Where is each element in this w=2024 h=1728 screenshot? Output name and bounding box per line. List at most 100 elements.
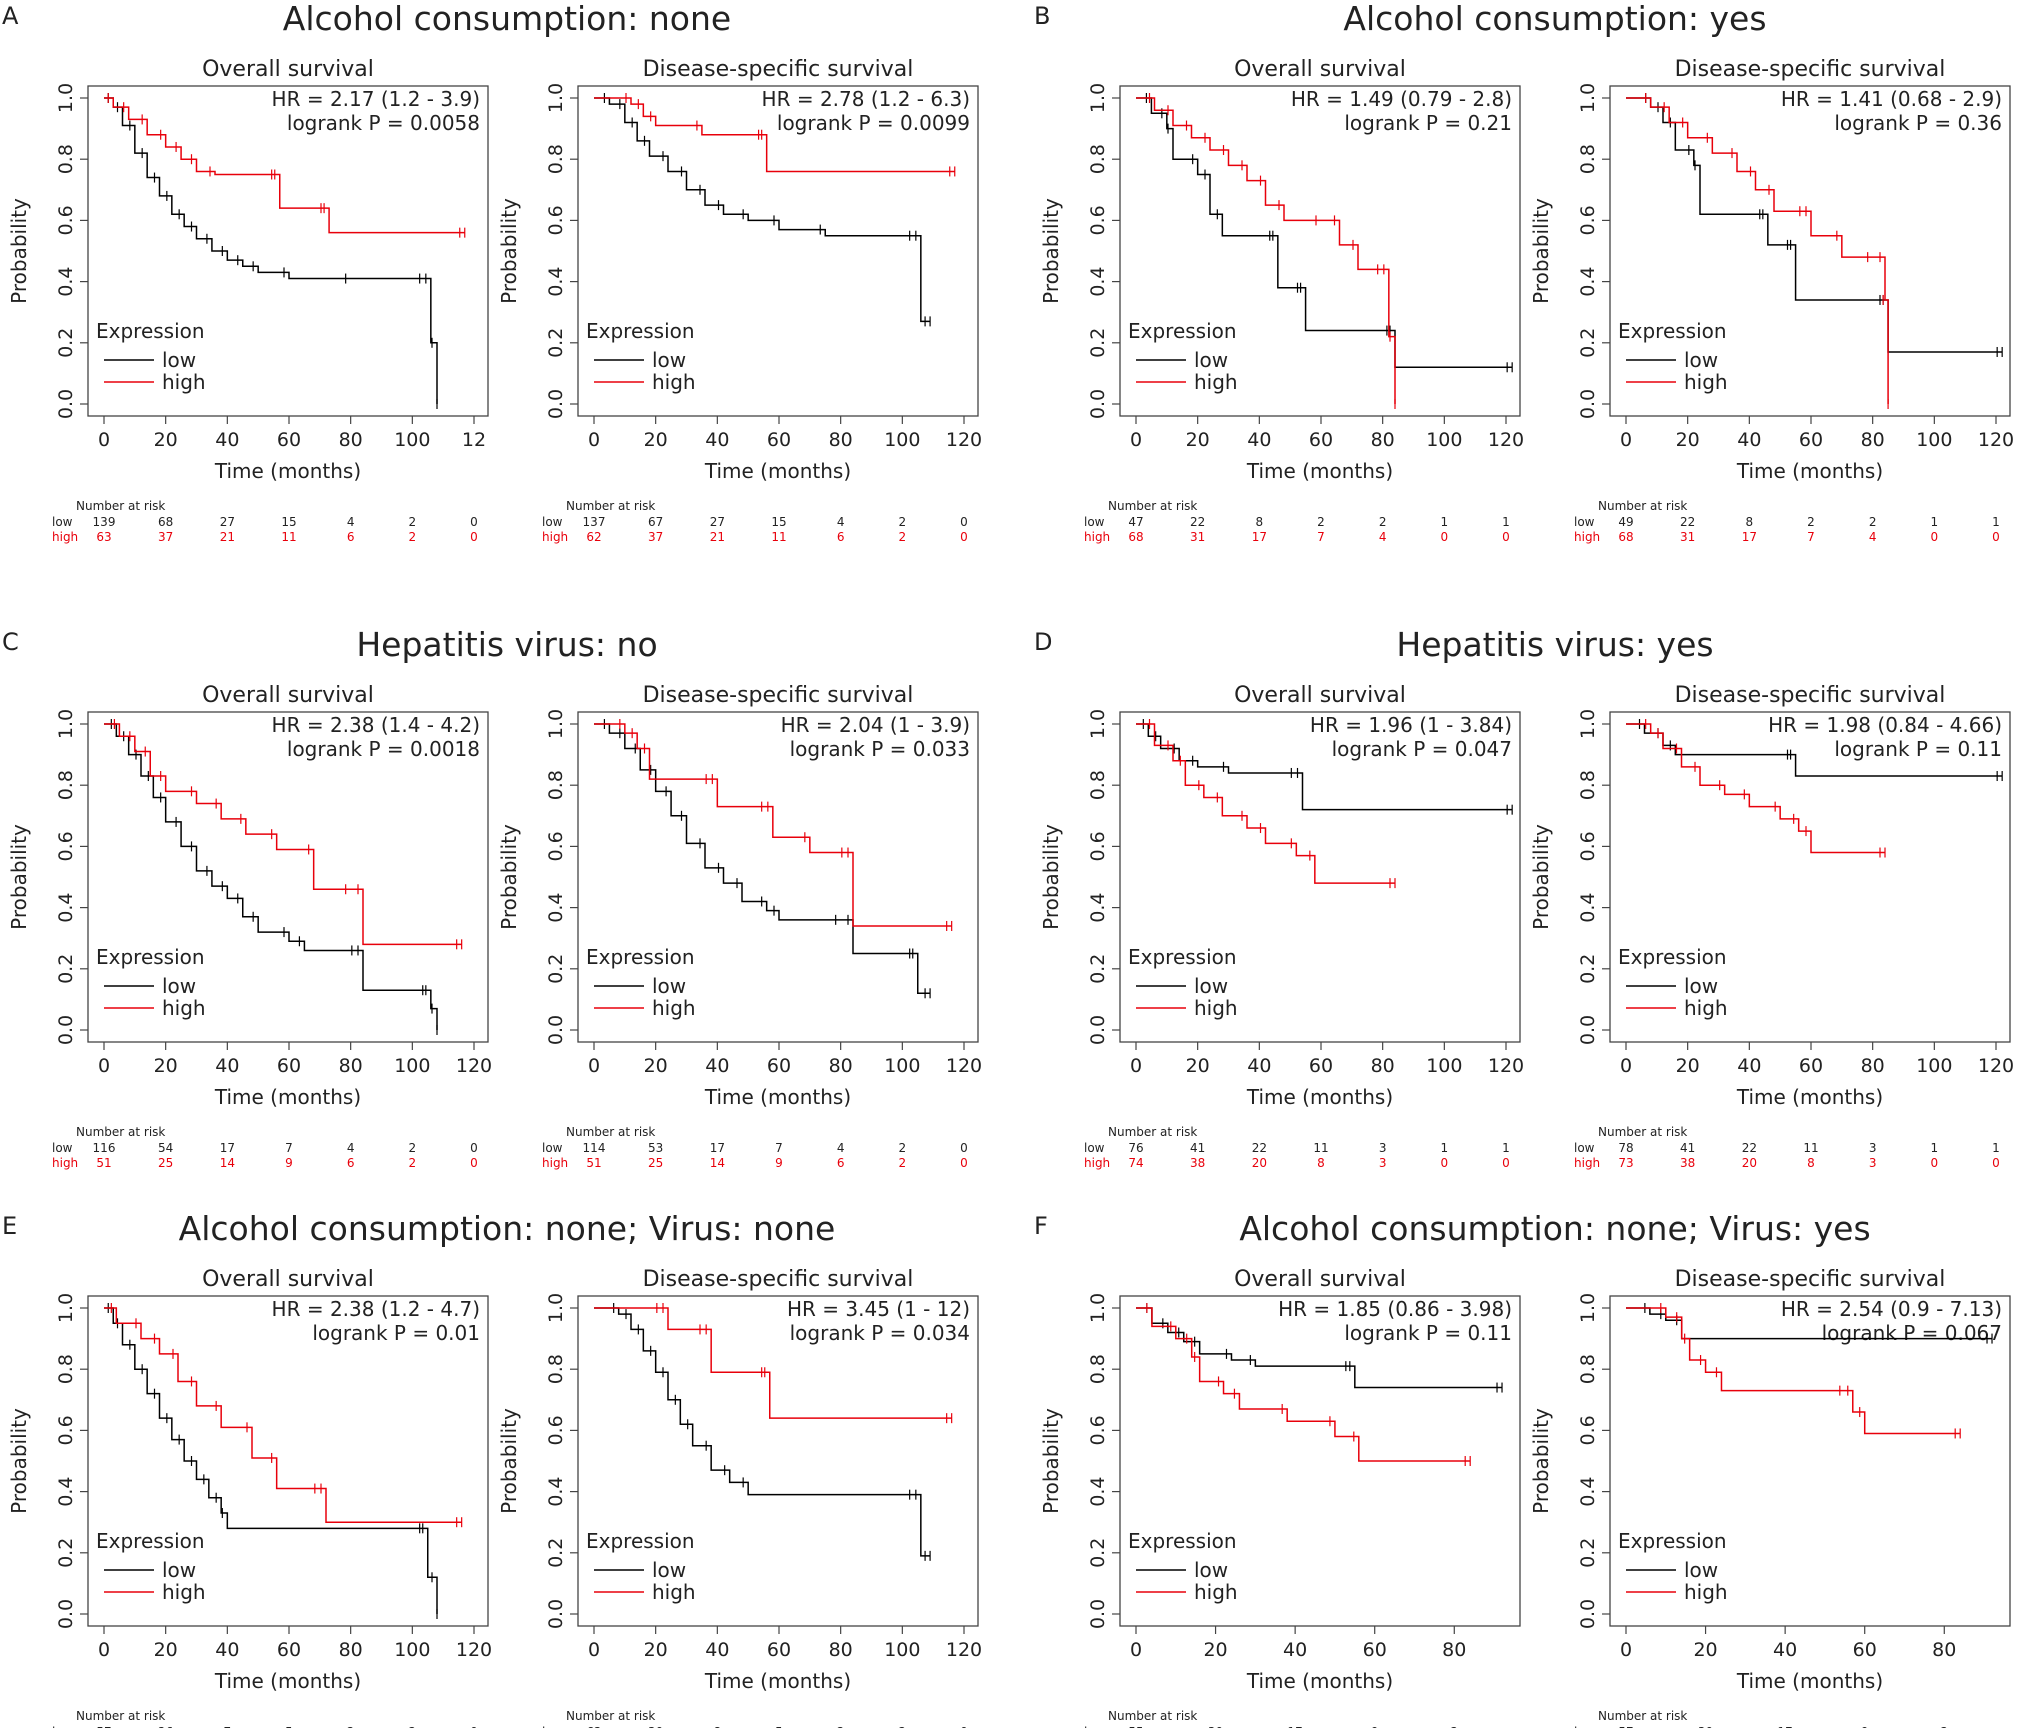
- x-tick-label: 20: [644, 429, 668, 451]
- risk-value-low: 53: [648, 1141, 663, 1155]
- plot-box: [87, 711, 489, 1043]
- plot-box: [577, 711, 979, 1043]
- risk-value-low: 2: [899, 1725, 907, 1728]
- x-tick-label: 120: [946, 1055, 982, 1077]
- y-tick-label: 0.2: [1577, 1538, 1599, 1568]
- curve-low: [1136, 97, 1513, 369]
- x-tick-label: 100: [1916, 429, 1952, 451]
- y-tick-label: 0.6: [545, 831, 567, 861]
- y-tick-label: 0.4: [1577, 892, 1599, 922]
- y-tick-label: 1.0: [1087, 83, 1109, 113]
- risk-value-high: 0: [1441, 530, 1449, 544]
- x-tick-label: 20: [1203, 1639, 1227, 1661]
- risk-value-low: 8: [1256, 515, 1264, 529]
- risk-value-high: 68: [1128, 530, 1143, 544]
- risk-value-low: 2: [1869, 515, 1877, 529]
- y-tick-label: 0.6: [1577, 831, 1599, 861]
- x-tick-label: 60: [767, 429, 791, 451]
- y-tick-label: 0.4: [545, 892, 567, 922]
- y-tick-label: 0.0: [545, 1015, 567, 1045]
- legend-label-high: high: [1194, 996, 1238, 1020]
- risk-value-high: 7: [1807, 530, 1815, 544]
- x-tick-label: 100: [394, 1639, 430, 1661]
- curve-high: [104, 97, 465, 234]
- curve-high: [1136, 97, 1396, 404]
- risk-value-low: 1: [1441, 1141, 1449, 1155]
- panel-b: B Alcohol consumption: yes Overall surviva…: [1034, 0, 2014, 544]
- y-axis-label: Probability: [7, 1408, 31, 1514]
- x-tick-label: 20: [1186, 1055, 1210, 1077]
- x-tick-label: 100: [884, 429, 920, 451]
- risk-value-low: 68: [158, 515, 173, 529]
- y-tick-label: 1.0: [545, 83, 567, 113]
- legend-label-high: high: [1684, 1580, 1728, 1604]
- legend-title: Expression: [1618, 1529, 1727, 1553]
- y-tick-label: 0.4: [55, 266, 77, 296]
- risk-value-high: 17: [1742, 530, 1757, 544]
- y-tick-label: 0.6: [1087, 831, 1109, 861]
- y-tick-label: 0.6: [545, 205, 567, 235]
- risk-value-low: 27: [220, 515, 235, 529]
- risk-value-high: 0: [960, 530, 968, 544]
- legend-title: Expression: [586, 1529, 695, 1553]
- risk-value-low: 1: [1931, 1141, 1939, 1155]
- risk-value-low: 2: [837, 1725, 845, 1728]
- x-axis-label: Time (months): [704, 1669, 851, 1693]
- risk-value-high: 8: [1807, 1156, 1815, 1170]
- curve-low: [1136, 723, 1513, 811]
- x-axis-label: Time (months): [1246, 1085, 1393, 1109]
- y-tick-label: 0.0: [1087, 1599, 1109, 1629]
- y-tick-label: 0.6: [55, 1415, 77, 1445]
- x-tick-label: 0: [588, 1639, 600, 1661]
- x-tick-label: 100: [884, 1639, 920, 1661]
- risk-value-low: 5: [775, 1725, 783, 1728]
- x-tick-label: 0: [588, 1055, 600, 1077]
- x-axis-label: Time (months): [1736, 1085, 1883, 1109]
- y-tick-label: 0.8: [1087, 1354, 1109, 1384]
- risk-value-high: 3: [1869, 1156, 1877, 1170]
- y-axis-label: Probability: [1039, 198, 1063, 304]
- y-tick-label: 0.8: [1577, 770, 1599, 800]
- y-tick-label: 0.0: [1577, 1015, 1599, 1045]
- risk-value-low: 1: [1992, 1141, 2000, 1155]
- x-tick-label: 40: [215, 1055, 239, 1077]
- legend-title: Expression: [1128, 945, 1237, 969]
- x-tick-label: 40: [215, 429, 239, 451]
- x-tick-label: 60: [767, 1639, 791, 1661]
- y-axis-label: Probability: [7, 198, 31, 304]
- legend-label-low: low: [1684, 348, 1718, 372]
- risk-value-high: 14: [220, 1156, 235, 1170]
- curve-low: [594, 1307, 931, 1557]
- x-tick-label: 120: [1488, 429, 1524, 451]
- risk-value-high: 0: [1502, 1156, 1510, 1170]
- risk-value-high: 21: [220, 530, 235, 544]
- risk-value-low: 0: [960, 515, 968, 529]
- y-tick-label: 1.0: [55, 1293, 77, 1323]
- x-tick-label: 20: [1676, 1055, 1700, 1077]
- logrank-annotation: logrank P = 0.047: [1332, 737, 1512, 761]
- risk-row-label-low: low: [1084, 515, 1105, 529]
- x-tick-label: 80: [829, 1055, 853, 1077]
- chart-title: Overall survival: [1234, 683, 1406, 708]
- risk-row-label-low: low: [542, 1141, 563, 1155]
- risk-value-low: 1: [1992, 515, 2000, 529]
- curve-high: [1626, 723, 1885, 854]
- chart-title: Disease-specific survival: [1675, 57, 1946, 82]
- risk-row-label-low: low: [1084, 1725, 1105, 1728]
- plot-box: [1119, 85, 1521, 417]
- chart-title: Disease-specific survival: [1675, 683, 1946, 708]
- x-tick-label: 40: [215, 1639, 239, 1661]
- legend-label-low: low: [652, 348, 686, 372]
- plot-box: [1609, 711, 2011, 1043]
- logrank-annotation: logrank P = 0.01: [312, 1321, 480, 1345]
- risk-value-high: 17: [1252, 530, 1267, 544]
- y-tick-label: 0.8: [55, 1354, 77, 1384]
- y-tick-label: 0.2: [545, 328, 567, 358]
- risk-value-low: 116: [93, 1141, 116, 1155]
- y-tick-label: 0.8: [55, 770, 77, 800]
- risk-row-label-low: low: [1084, 1141, 1105, 1155]
- x-tick-label: 0: [1620, 1055, 1632, 1077]
- risk-value-low: 3: [1869, 1141, 1877, 1155]
- risk-row-label-low: low: [1574, 515, 1595, 529]
- risk-value-high: 2: [409, 530, 417, 544]
